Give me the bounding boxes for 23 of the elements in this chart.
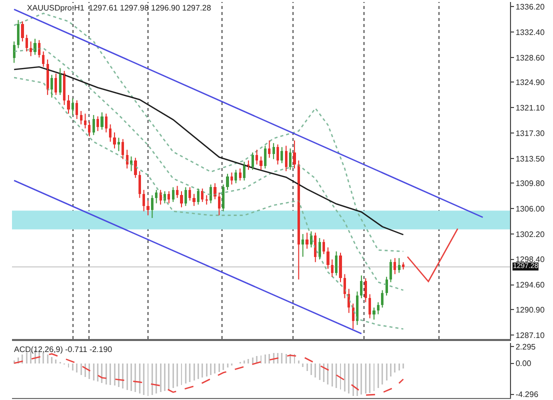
line-series bbox=[13, 76, 404, 330]
y-tick-label: 2.295 bbox=[516, 342, 536, 352]
y-tick-label: 0.00 bbox=[516, 359, 532, 368]
line-series bbox=[13, 353, 404, 396]
y-tick-label: 1317.30 bbox=[516, 128, 546, 138]
y-tick-label: 1328.60 bbox=[516, 53, 546, 62]
annotation: ACD(12,26,9) -0.711 -2.190 bbox=[14, 345, 113, 354]
y-tick-label: 1313.50 bbox=[516, 154, 546, 164]
y-tick-label: 1306.00 bbox=[516, 204, 546, 214]
y-tick-label: 1298.40 bbox=[516, 255, 546, 264]
y-tick-label: 1302.20 bbox=[516, 230, 546, 239]
y-tick-label: 1321.10 bbox=[516, 103, 546, 112]
chart-title: XAUUSDpro.H1 1297.61 1297.98 1296.90 1297.28 bbox=[26, 4, 212, 13]
y-tick-label: 1336.20 bbox=[516, 2, 546, 12]
y-tick-label: 1332.40 bbox=[516, 28, 546, 37]
line-series bbox=[13, 66, 404, 236]
y-tick-label: 1324.90 bbox=[516, 78, 546, 88]
y-tick-label: 1290.90 bbox=[516, 305, 546, 314]
y-tick-label: 1287.10 bbox=[516, 330, 546, 340]
y-tick-label: 1309.80 bbox=[516, 179, 546, 188]
line-series bbox=[13, 12, 404, 252]
y-tick-label: -4.296 bbox=[516, 390, 539, 400]
y-tick-label: 1294.60 bbox=[516, 280, 546, 290]
